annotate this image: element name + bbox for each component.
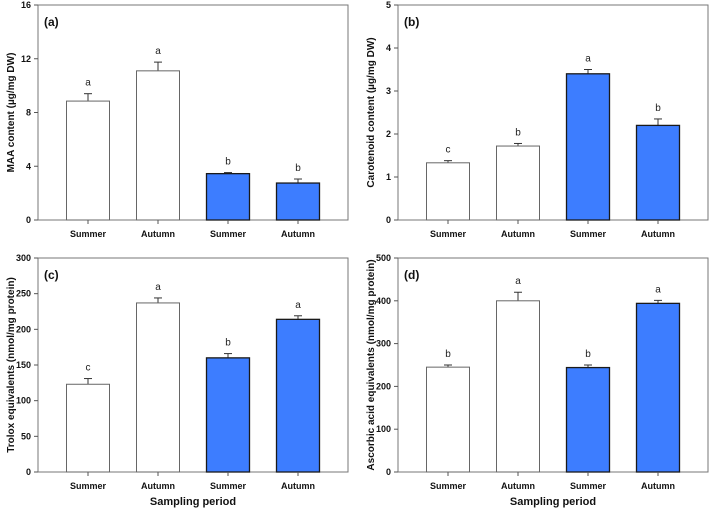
y-tick-label: 300 xyxy=(376,339,391,349)
significance-letter: c xyxy=(446,145,451,156)
significance-letter: a xyxy=(655,284,661,295)
panel-label: (d) xyxy=(404,268,419,282)
significance-letter: b xyxy=(445,349,451,360)
y-tick-label: 8 xyxy=(26,108,31,118)
y-tick-label: 5 xyxy=(386,0,391,10)
y-axis-label: MAA content (µg/mg DW) xyxy=(6,53,17,173)
x-tick-label: Autumn xyxy=(141,229,175,239)
bar xyxy=(275,318,321,473)
y-tick-label: 12 xyxy=(21,54,31,64)
y-axis-label: Trolox equivalents (nmol/mg protein) xyxy=(6,277,17,453)
y-tick-label: 400 xyxy=(376,296,391,306)
bar xyxy=(136,302,180,473)
y-tick-label: 0 xyxy=(26,215,31,225)
y-axis-label: Carotenoid content (µg/mg DW) xyxy=(366,37,377,187)
y-tick-label: 4 xyxy=(386,43,391,53)
x-tick-label: Summer xyxy=(210,229,247,239)
bar xyxy=(205,172,251,221)
bar xyxy=(205,357,251,473)
x-tick-label: Summer xyxy=(430,229,467,239)
y-tick-label: 100 xyxy=(16,396,31,406)
x-tick-label: Autumn xyxy=(501,481,535,491)
y-axis-label: Ascorbic acid equivalents (nmol/mg prote… xyxy=(366,259,377,470)
x-tick-label: Summer xyxy=(210,481,247,491)
x-axis-label: Sampling period xyxy=(510,496,596,508)
significance-letter: a xyxy=(155,282,161,293)
x-tick-label: Autumn xyxy=(281,229,315,239)
significance-letter: b xyxy=(655,103,661,114)
bar xyxy=(426,162,470,221)
significance-letter: a xyxy=(515,276,521,287)
significance-letter: a xyxy=(295,300,301,311)
bar xyxy=(275,182,321,221)
significance-letter: b xyxy=(225,338,231,349)
plot-frame xyxy=(397,257,709,473)
y-tick-label: 150 xyxy=(16,360,31,370)
panel-label: (a) xyxy=(44,15,59,29)
bar xyxy=(496,300,540,473)
bar xyxy=(66,100,110,221)
bar xyxy=(635,302,681,473)
significance-letter: a xyxy=(85,78,91,89)
y-tick-label: 0 xyxy=(26,467,31,477)
bar xyxy=(565,73,611,221)
x-tick-label: Summer xyxy=(430,481,467,491)
panel-label: (c) xyxy=(44,268,59,282)
y-tick-label: 100 xyxy=(376,424,391,434)
panel-a: 0 4 8 12 16 MAA content (µg/mg DW) (a) a Summer a… xyxy=(6,0,349,239)
x-tick-label: Autumn xyxy=(641,229,675,239)
y-tick-label: 0 xyxy=(386,467,391,477)
y-tick-label: 200 xyxy=(16,324,31,334)
y-tick-label: 4 xyxy=(26,161,31,171)
bar xyxy=(66,383,110,473)
y-tick-label: 50 xyxy=(21,431,31,441)
significance-letter: b xyxy=(225,157,231,168)
y-tick-label: 16 xyxy=(21,0,31,10)
y-tick-label: 3 xyxy=(386,86,391,96)
plot-frame xyxy=(397,4,709,221)
y-tick-label: 200 xyxy=(376,381,391,391)
panel-c: 0 50 100 150 200 250 300 Trolox equivalents (nm… xyxy=(6,253,349,508)
bar xyxy=(635,124,681,221)
x-tick-label: Summer xyxy=(570,481,607,491)
y-tick-label: 0 xyxy=(386,215,391,225)
x-axis-label: Sampling period xyxy=(150,496,236,508)
significance-letter: a xyxy=(585,54,591,65)
y-tick-label: 1 xyxy=(386,172,391,182)
panel-label: (b) xyxy=(404,15,419,29)
x-tick-label: Summer xyxy=(70,481,107,491)
x-tick-label: Summer xyxy=(70,229,107,239)
bar xyxy=(565,366,611,473)
x-tick-label: Summer xyxy=(570,229,607,239)
panel-b: 0 1 2 3 4 5 Carotenoid content (µg/mg DW) (b) c S… xyxy=(366,0,709,239)
y-tick-label: 250 xyxy=(16,289,31,299)
x-tick-label: Autumn xyxy=(501,229,535,239)
y-tick-label: 500 xyxy=(376,253,391,263)
x-tick-label: Autumn xyxy=(641,481,675,491)
bar xyxy=(426,366,470,473)
significance-letter: c xyxy=(86,363,91,374)
significance-letter: b xyxy=(585,349,591,360)
y-tick-label: 300 xyxy=(16,253,31,263)
significance-letter: a xyxy=(155,46,161,57)
x-tick-label: Autumn xyxy=(281,481,315,491)
significance-letter: b xyxy=(295,163,301,174)
bar xyxy=(496,145,540,221)
y-tick-label: 2 xyxy=(386,129,391,139)
x-tick-label: Autumn xyxy=(141,481,175,491)
bar xyxy=(136,70,180,221)
significance-letter: b xyxy=(515,127,521,138)
